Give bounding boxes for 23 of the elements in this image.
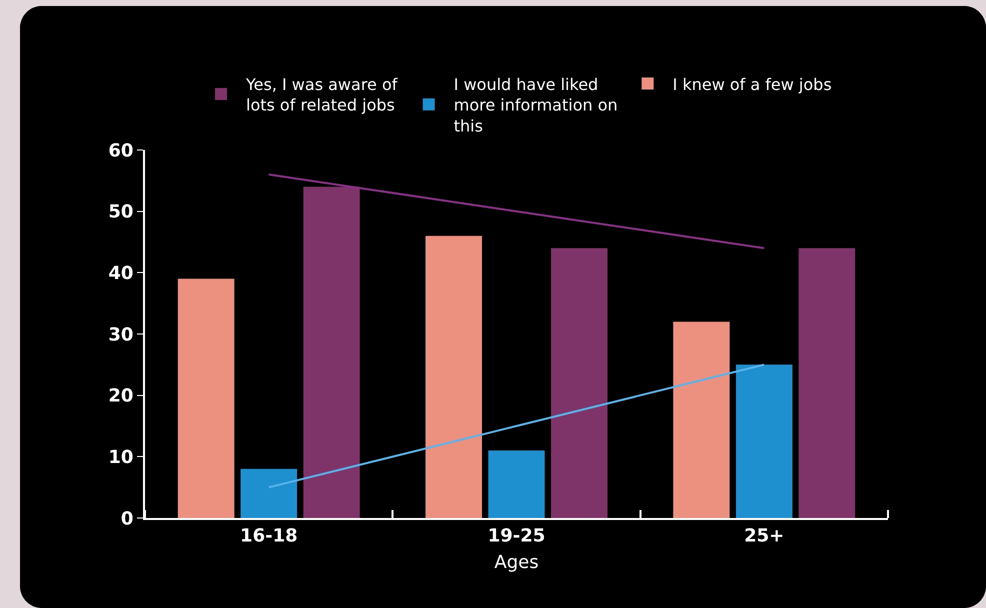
- legend-label: I knew of a few jobs: [672, 74, 832, 94]
- bar: [673, 322, 730, 518]
- bar: [798, 248, 856, 518]
- bar: [240, 468, 298, 518]
- y-tick-label: 40: [108, 262, 134, 284]
- y-tick-label: 10: [108, 446, 134, 468]
- bar: [551, 248, 608, 518]
- x-tick-label: 16-18: [240, 526, 298, 547]
- x-tick-label: 19-25: [488, 526, 546, 547]
- bar: [488, 450, 545, 518]
- bar: [178, 278, 234, 518]
- y-tick-label: 0: [120, 508, 134, 530]
- y-tick-label: 50: [108, 202, 134, 223]
- x-axis-title: Ages: [494, 552, 539, 574]
- y-tick-label: 20: [108, 386, 134, 407]
- bar: [426, 236, 482, 518]
- bar: [736, 364, 792, 518]
- legend-label: Yes, I was aware of lots of related jobs: [245, 74, 398, 115]
- y-tick-label: 30: [108, 324, 134, 346]
- bar: [303, 186, 360, 518]
- x-tick-label: 25+: [744, 526, 784, 547]
- legend-label: I would have liked more information on this: [454, 74, 618, 136]
- y-tick-label: 60: [108, 140, 134, 162]
